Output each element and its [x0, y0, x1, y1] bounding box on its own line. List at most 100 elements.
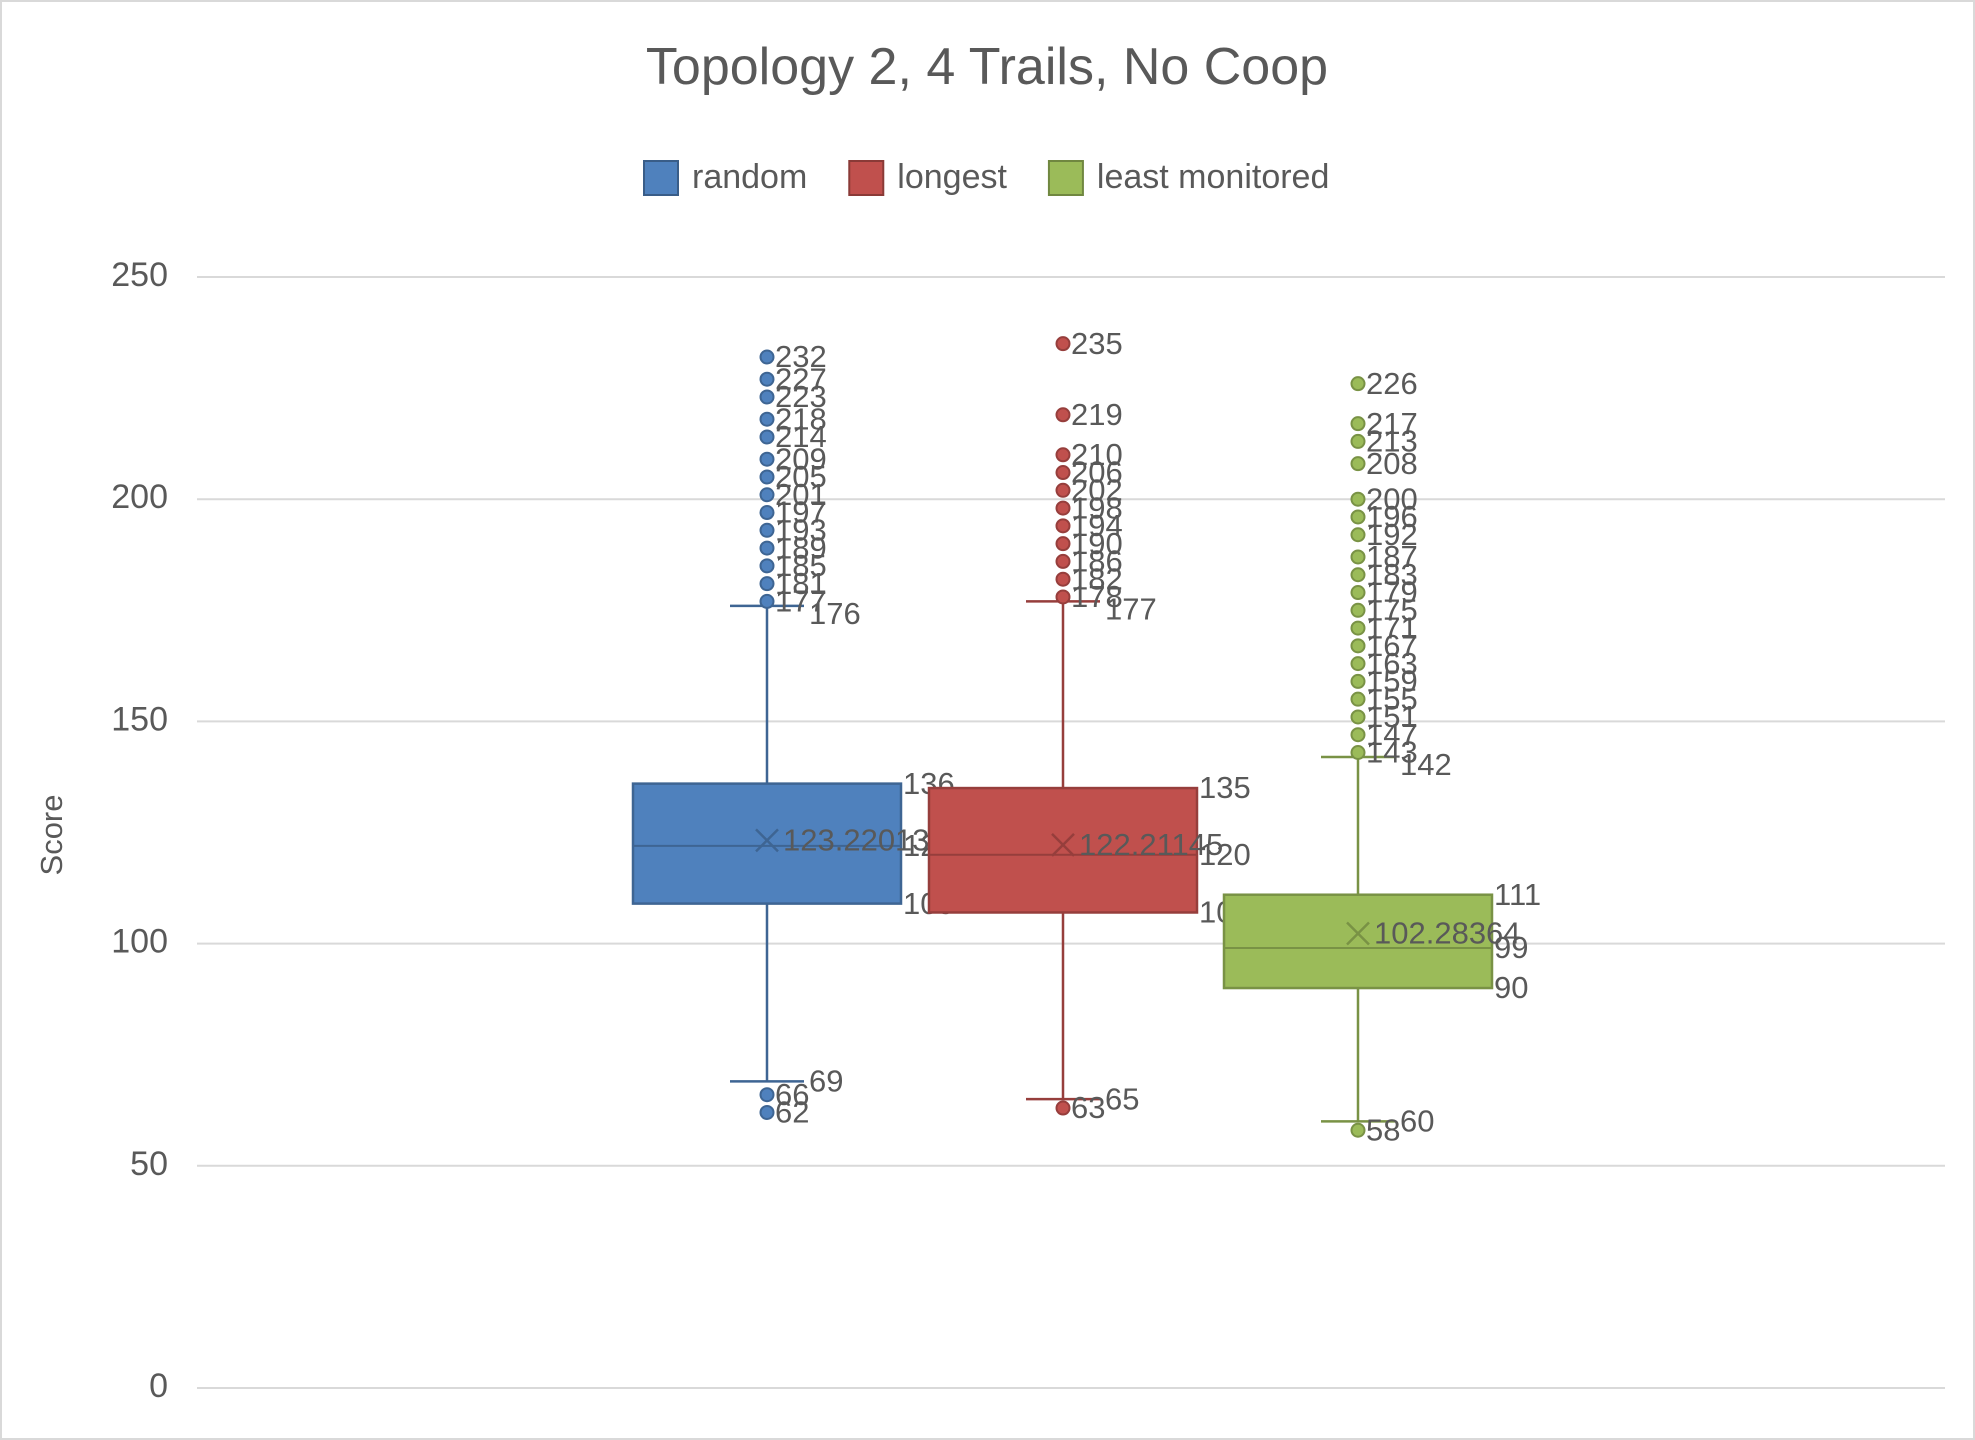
outlier-point	[1350, 691, 1366, 707]
outlier-point	[1350, 376, 1366, 392]
whisker-low-label: 65	[1105, 1081, 1139, 1116]
outlier-point	[759, 540, 775, 556]
legend-swatch	[643, 160, 679, 196]
legend-swatch	[848, 160, 885, 196]
y-axis-ticks: 0 50 100 150 200 250	[111, 256, 168, 1405]
outlier-point	[759, 558, 775, 574]
legend-item: random	[643, 158, 807, 196]
outlier-label: 147	[1366, 717, 1418, 752]
outlier-label: 151	[1366, 699, 1418, 734]
outlier-label: 190	[1071, 526, 1123, 561]
outlier-label: 198	[1071, 490, 1123, 525]
outlier-point	[759, 1087, 775, 1103]
outlier-point	[1350, 1122, 1366, 1138]
outlier-label: 189	[775, 530, 827, 565]
outlier-label: 200	[1366, 481, 1418, 516]
outlier-label: 205	[775, 459, 827, 494]
outlier-point	[1055, 518, 1071, 534]
outlier-point	[759, 451, 775, 467]
outlier-label: 177	[775, 584, 827, 619]
outlier-point	[1055, 589, 1071, 605]
outlier-label: 58	[1366, 1112, 1400, 1147]
y-tick-label: 200	[111, 478, 168, 516]
outlier-point	[759, 469, 775, 485]
outlier-label: 182	[1071, 561, 1123, 596]
outlier-label: 232	[775, 339, 827, 374]
q1-label: 90	[1494, 970, 1528, 1005]
legend-label: longest	[897, 158, 1007, 196]
outlier-point	[759, 487, 775, 503]
legend-label: least monitored	[1097, 158, 1329, 196]
outlier-point	[1350, 745, 1366, 761]
legend-label: random	[692, 158, 807, 196]
outlier-label: 187	[1366, 539, 1418, 574]
outlier-label: 159	[1366, 664, 1418, 699]
outlier-label: 63	[1071, 1090, 1105, 1125]
outlier-point	[759, 349, 775, 365]
y-tick-label: 250	[111, 256, 168, 294]
mean-label: 123.22013	[783, 823, 930, 858]
outlier-label: 175	[1366, 592, 1418, 627]
outlier-point	[1350, 491, 1366, 507]
mean-marker	[755, 828, 779, 853]
outlier-label: 210	[1071, 437, 1123, 472]
legend-item: least monitored	[1047, 158, 1329, 196]
y-axis-title: Score	[34, 795, 69, 876]
outlier-label: 196	[1366, 499, 1418, 534]
mean-label: 122.21145	[1079, 827, 1223, 862]
outlier-point	[759, 1104, 775, 1120]
outlier-point	[1350, 509, 1366, 525]
outlier-point	[759, 576, 775, 592]
legend-swatch	[1047, 160, 1084, 196]
outlier-label: 179	[1366, 575, 1418, 610]
median-label: 99	[1494, 930, 1528, 965]
outlier-point	[759, 389, 775, 405]
whisker-low-label: 69	[809, 1064, 843, 1099]
outlier-point	[1350, 656, 1366, 672]
outlier-point	[1055, 500, 1071, 516]
outlier-point	[759, 522, 775, 538]
interquartile-box	[631, 782, 903, 905]
outlier-label: 227	[775, 361, 827, 396]
whisker-high-label: 176	[809, 596, 861, 631]
outlier-point	[759, 593, 775, 609]
interquartile-box	[927, 786, 1199, 914]
outlier-point	[1055, 447, 1071, 463]
outlier-label: 202	[1071, 472, 1123, 507]
interquartile-box	[1222, 893, 1494, 990]
y-tick-label: 0	[149, 1367, 168, 1405]
legend: random longest least monitored	[643, 158, 1329, 196]
mean-marker	[1051, 833, 1075, 857]
outlier-label: 178	[1071, 579, 1123, 614]
outlier-label: 197	[775, 495, 827, 530]
outlier-point	[1350, 549, 1366, 565]
outlier-label: 171	[1366, 610, 1418, 645]
outlier-label: 218	[775, 401, 827, 436]
outlier-point	[1055, 536, 1071, 552]
outlier-point	[1055, 571, 1071, 587]
outlier-point	[1350, 433, 1366, 449]
outlier-label: 209	[775, 441, 827, 476]
outlier-label: 185	[775, 548, 827, 583]
outlier-point	[1350, 585, 1366, 601]
outlier-label: 213	[1366, 424, 1418, 459]
median-label: 120	[1199, 837, 1251, 872]
outlier-label: 143	[1366, 735, 1418, 770]
whisker-high-label: 177	[1105, 592, 1157, 627]
outlier-point	[1055, 465, 1071, 481]
outlier-label: 217	[1366, 406, 1418, 441]
outlier-point	[759, 505, 775, 521]
outlier-label: 235	[1071, 326, 1123, 361]
outlier-label: 66	[775, 1077, 809, 1112]
outlier-label: 163	[1366, 646, 1418, 681]
outlier-point	[1055, 482, 1071, 498]
outlier-label: 181	[775, 566, 827, 601]
outlier-label: 155	[1366, 681, 1418, 716]
outlier-label: 193	[775, 512, 827, 547]
y-tick-label: 50	[130, 1145, 168, 1183]
outlier-label: 223	[775, 379, 827, 414]
outlier-point	[1055, 407, 1071, 423]
outlier-label: 201	[775, 477, 827, 512]
